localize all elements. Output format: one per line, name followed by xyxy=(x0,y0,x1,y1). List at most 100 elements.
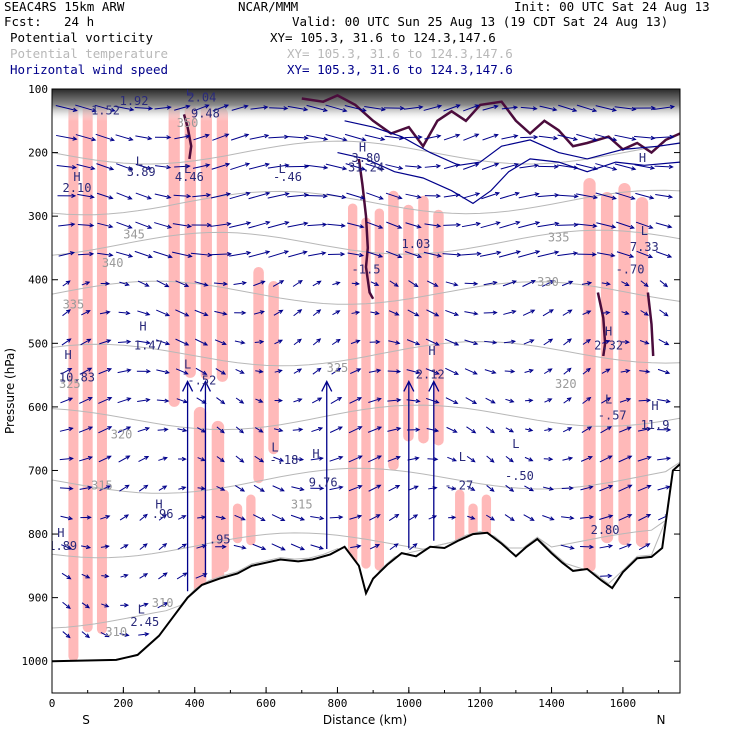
wind-vector xyxy=(447,486,456,490)
wind-vector-head xyxy=(297,309,303,314)
wind-vector xyxy=(370,281,379,286)
extremum-marker: H xyxy=(312,447,319,461)
wind-vector xyxy=(269,107,288,109)
wind-vector-head xyxy=(319,515,325,521)
wind-vector xyxy=(116,163,133,170)
wind-vector xyxy=(153,250,172,258)
wind-vector xyxy=(367,455,382,463)
wind-vector xyxy=(537,222,559,228)
wind-vector xyxy=(501,135,518,140)
center-label: NCAR/MMM xyxy=(238,0,299,14)
y-tick-label: 300 xyxy=(28,210,48,223)
wind-vector-head xyxy=(626,426,632,431)
wind-vector-head xyxy=(548,338,554,343)
wind-vector xyxy=(312,309,321,316)
wind-vector-head xyxy=(104,544,110,549)
wind-vector xyxy=(214,339,226,345)
wind-vector xyxy=(138,456,149,462)
wind-vector xyxy=(427,458,438,460)
wind-vector-head xyxy=(398,165,404,170)
wind-vector xyxy=(306,134,328,140)
wind-vector xyxy=(637,427,651,432)
wind-vector-head xyxy=(475,192,481,197)
wind-vector-head xyxy=(433,428,440,433)
wind-vector xyxy=(576,133,597,141)
wind-vector xyxy=(406,339,420,345)
wind-vector-head xyxy=(321,251,327,256)
wind-vector xyxy=(366,192,384,200)
wind-vector-head xyxy=(302,250,308,255)
wind-vector-head xyxy=(123,544,129,549)
wind-vector xyxy=(562,427,572,433)
wind-vector-head xyxy=(85,281,91,286)
wind-vector xyxy=(464,311,478,315)
wind-vector xyxy=(387,427,401,432)
wind-vector xyxy=(235,485,245,492)
wind-vector-head xyxy=(548,309,554,314)
wind-vector xyxy=(544,428,552,431)
wind-vector-head xyxy=(471,429,477,434)
pv-shading-patch xyxy=(232,503,243,544)
legend-wind-field: Horizontal wind speed xyxy=(10,62,169,77)
wind-vector-head xyxy=(589,515,595,520)
wind-vector-head xyxy=(258,428,264,433)
wind-vector-head xyxy=(220,515,227,520)
wind-vector-head xyxy=(627,484,633,489)
pv-label: -.57 xyxy=(598,409,627,423)
wind-vector xyxy=(137,427,150,433)
wind-vector xyxy=(94,104,115,112)
wind-vector-head xyxy=(124,281,130,287)
wind-vector xyxy=(211,163,230,170)
wind-vector-head xyxy=(277,369,283,374)
wind-vector-head xyxy=(164,283,170,288)
theta-contour xyxy=(52,229,680,256)
wind-vector-head xyxy=(592,223,598,228)
wind-vector-head xyxy=(319,486,325,491)
wind-vector xyxy=(504,370,515,373)
wind-vector xyxy=(80,338,91,346)
wind-vector-head xyxy=(166,105,172,110)
theta-label: 350 xyxy=(177,116,199,130)
pv-label: -1.5 xyxy=(352,262,381,276)
wind-vector-head xyxy=(453,282,459,287)
wind-vector-head xyxy=(166,164,172,170)
pv-label: 7.33 xyxy=(630,240,659,254)
wind-vector-head xyxy=(185,104,191,109)
x-tick-label: 600 xyxy=(256,697,276,710)
wind-vector-head xyxy=(473,311,479,316)
wind-vector-head xyxy=(68,456,74,461)
pv-label: 11.9 xyxy=(641,418,670,432)
wind-vector xyxy=(310,544,324,550)
wind-vector xyxy=(60,368,72,375)
wind-vector xyxy=(498,250,521,258)
wind-vector-head xyxy=(110,107,116,113)
fcst-label: Fcst: xyxy=(4,14,42,29)
wind-vector xyxy=(156,280,169,287)
wind-vector-head xyxy=(492,310,498,315)
wind-vector-head xyxy=(72,136,78,141)
wind-vector xyxy=(404,136,422,139)
wind-vector-head xyxy=(528,398,534,403)
wind-vector xyxy=(344,133,366,141)
wind-vector xyxy=(138,633,149,636)
wind-vector-head xyxy=(297,398,303,403)
wind-vector-head xyxy=(548,486,554,491)
wind-vector xyxy=(253,484,265,492)
wind-vector-head xyxy=(612,166,618,171)
wind-vector xyxy=(139,573,148,579)
wind-vector-head xyxy=(105,515,111,520)
wind-vector-head xyxy=(356,368,362,373)
wind-vector xyxy=(543,368,552,375)
wind-vector-head xyxy=(665,485,671,490)
wind-vector xyxy=(369,544,380,550)
wind-vector xyxy=(271,543,285,551)
wind-vector-head xyxy=(513,105,519,110)
wind-vector xyxy=(308,252,326,257)
wind-vector-head xyxy=(629,253,635,258)
wind-vector-head xyxy=(530,309,536,314)
wind-vector xyxy=(657,398,670,403)
wind-vector xyxy=(62,309,71,317)
wind-vector xyxy=(599,515,613,520)
wind-vector xyxy=(99,339,111,345)
wind-vector xyxy=(386,250,402,258)
